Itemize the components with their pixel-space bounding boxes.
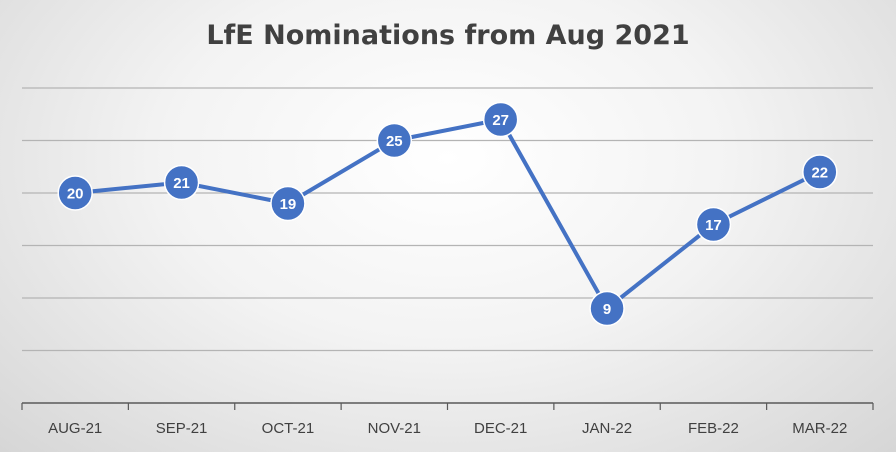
data-point bbox=[163, 164, 200, 201]
gridlines bbox=[22, 87, 873, 352]
x-tick-label: NOV-21 bbox=[368, 420, 421, 437]
x-axis: AUG-21 SEP-21 OCT-21 NOV-21 DEC-21 JAN-22 FEB-… bbox=[21, 402, 874, 437]
series-line bbox=[73, 117, 822, 311]
data-point bbox=[802, 154, 838, 190]
x-tick-label: AUG-21 bbox=[48, 420, 102, 437]
data-label: 22 bbox=[811, 165, 828, 182]
data-label: 17 bbox=[705, 217, 722, 234]
x-tick-label: SEP-21 bbox=[156, 420, 208, 437]
data-point bbox=[57, 175, 93, 211]
x-tick-label: DEC-21 bbox=[474, 420, 527, 437]
series-line-layer bbox=[73, 117, 822, 311]
data-point bbox=[376, 122, 413, 159]
data-label: 9 bbox=[603, 301, 611, 318]
x-tick-label: MAR-22 bbox=[792, 420, 847, 437]
data-point bbox=[589, 290, 625, 327]
chart-title: LfE Nominations from Aug 2021 bbox=[206, 20, 690, 51]
data-label: 19 bbox=[280, 196, 297, 213]
data-label: 27 bbox=[492, 112, 509, 129]
x-tick-label: FEB-22 bbox=[688, 420, 739, 437]
data-point bbox=[695, 206, 732, 243]
data-label: 25 bbox=[386, 133, 403, 150]
data-label: 21 bbox=[173, 175, 190, 192]
data-markers: 20 21 19 25 27 9 17 22 bbox=[57, 101, 838, 327]
x-tick-label: OCT-21 bbox=[262, 420, 315, 437]
x-tick-label: JAN-22 bbox=[582, 420, 632, 437]
data-point bbox=[482, 101, 519, 138]
data-point bbox=[270, 185, 306, 222]
data-label: 20 bbox=[67, 186, 84, 203]
